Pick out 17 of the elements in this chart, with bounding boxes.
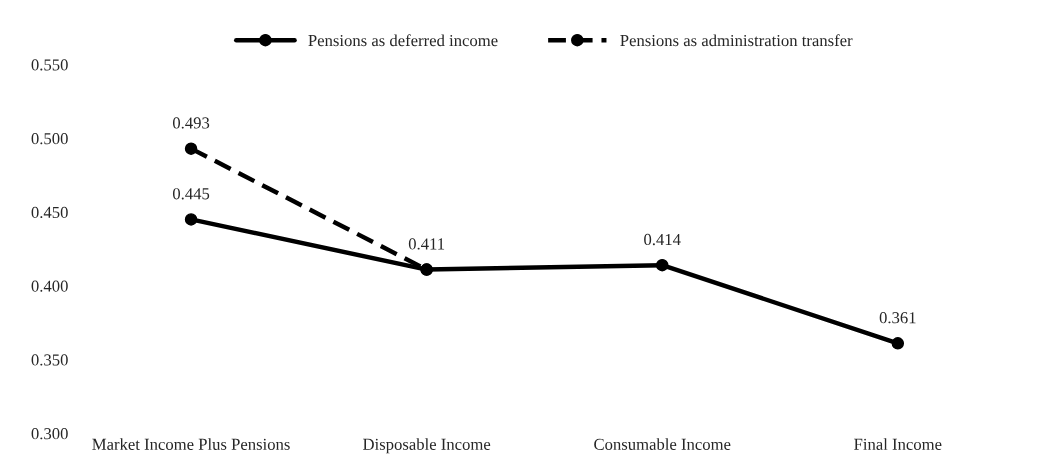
data-label: 0.411 [408,238,445,250]
y-tick-label: 0.450 [31,206,68,219]
x-tick-label: Market Income Plus Pensions [92,438,290,450]
data-label: 0.493 [172,117,210,129]
y-tick-label: 0.550 [31,59,68,71]
y-tick-label: 0.500 [31,133,68,145]
y-tick-label: 0.350 [31,354,68,366]
data-label: 0.414 [644,233,681,246]
data-label: 0.445 [172,188,210,200]
y-tick-label: 0.300 [31,428,68,440]
x-tick-label: Disposable Income [363,438,491,454]
x-tick-label: Consumable Income [594,438,731,450]
y-tick-label: 0.400 [31,280,68,292]
x-tick-label: Final Income [854,438,942,450]
legend-label: Pensions as deferred income [308,34,498,47]
data-label: 0.361 [879,312,916,324]
legend-label: Pensions as administration transfer [620,34,853,47]
